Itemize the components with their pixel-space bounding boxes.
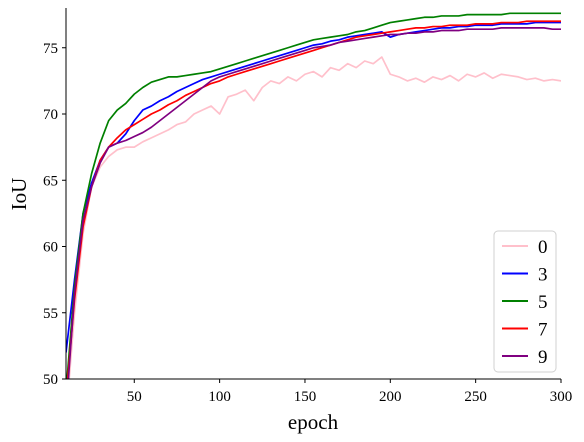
legend: 0 3 5 7 9 bbox=[493, 230, 557, 373]
series-line-7 bbox=[66, 20, 561, 379]
x-tick-label: 300 bbox=[550, 389, 573, 405]
y-axis-title: IoU bbox=[7, 178, 31, 211]
y-tick-label: 55 bbox=[43, 306, 58, 322]
legend-label-0: 0 bbox=[538, 237, 548, 258]
x-tick-label: 200 bbox=[379, 389, 402, 405]
axes bbox=[65, 8, 561, 380]
legend-label-9: 9 bbox=[538, 347, 548, 368]
y-tick-label: 65 bbox=[43, 173, 58, 189]
y-tick-label: 70 bbox=[43, 107, 58, 123]
legend-label-5: 5 bbox=[538, 292, 548, 313]
x-axis-title: epoch bbox=[288, 410, 339, 434]
x-tick-label: 100 bbox=[208, 389, 231, 405]
x-tick-label: 150 bbox=[294, 389, 317, 405]
legend-label-3: 3 bbox=[538, 265, 548, 286]
x-tick-label: 50 bbox=[127, 389, 142, 405]
y-tick-label: 75 bbox=[43, 41, 58, 57]
y-tick-label: 50 bbox=[43, 372, 58, 388]
y-ticks: 50 55 60 65 70 75 bbox=[43, 41, 66, 388]
legend-label-7: 7 bbox=[538, 320, 548, 341]
series-lines bbox=[66, 12, 561, 379]
series-line-3 bbox=[66, 21, 561, 353]
series-line-5 bbox=[66, 12, 561, 379]
x-ticks: 50 100 150 200 250 300 bbox=[127, 379, 572, 405]
x-tick-label: 250 bbox=[464, 389, 487, 405]
series-line-9 bbox=[67, 27, 561, 379]
y-tick-label: 60 bbox=[43, 240, 58, 256]
series-line-0 bbox=[68, 56, 561, 379]
